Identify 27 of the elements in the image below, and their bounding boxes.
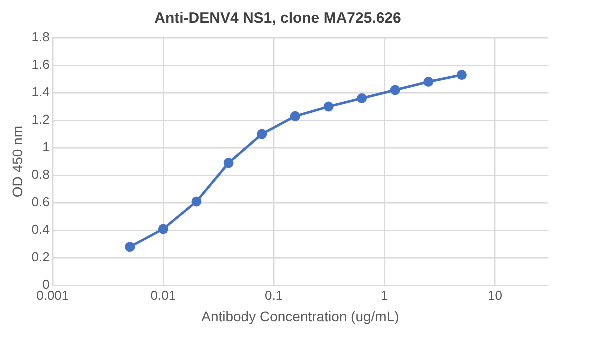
point (257, 129, 268, 140)
point (357, 94, 368, 104)
x-tick-label: 10 (488, 288, 502, 303)
point (390, 85, 400, 96)
y-axis-title: OD 450 nm (9, 126, 26, 198)
y-tick-label: 0.6 (32, 194, 50, 210)
chart-title: Anti-DENV4 NS1, clone MA725.626 (154, 10, 402, 28)
y-tick-label: 0.2 (32, 250, 50, 265)
y-tick-label: 1.8 (32, 30, 50, 45)
point (224, 158, 234, 168)
point (290, 111, 300, 122)
point (158, 224, 168, 234)
x-axis-title: Antibody Concentration (ug/mL) (202, 308, 400, 324)
x-tick-label: 0.1 (265, 288, 284, 303)
y-tick-label: 0.4 (32, 222, 50, 238)
point (125, 242, 136, 252)
point (456, 70, 467, 80)
point (192, 196, 202, 207)
x-tick-label: 1 (381, 288, 388, 303)
point (324, 102, 334, 112)
y-tick-label: 1.6 (32, 57, 50, 72)
y-tick-label: 1.2 (32, 112, 50, 128)
y-tick-label: 1 (42, 140, 50, 155)
y-tick-label: 0.8 (32, 167, 50, 182)
point (424, 77, 434, 88)
y-tick-label: 1.4 (32, 84, 50, 100)
x-tick-label: 0.01 (150, 288, 176, 303)
